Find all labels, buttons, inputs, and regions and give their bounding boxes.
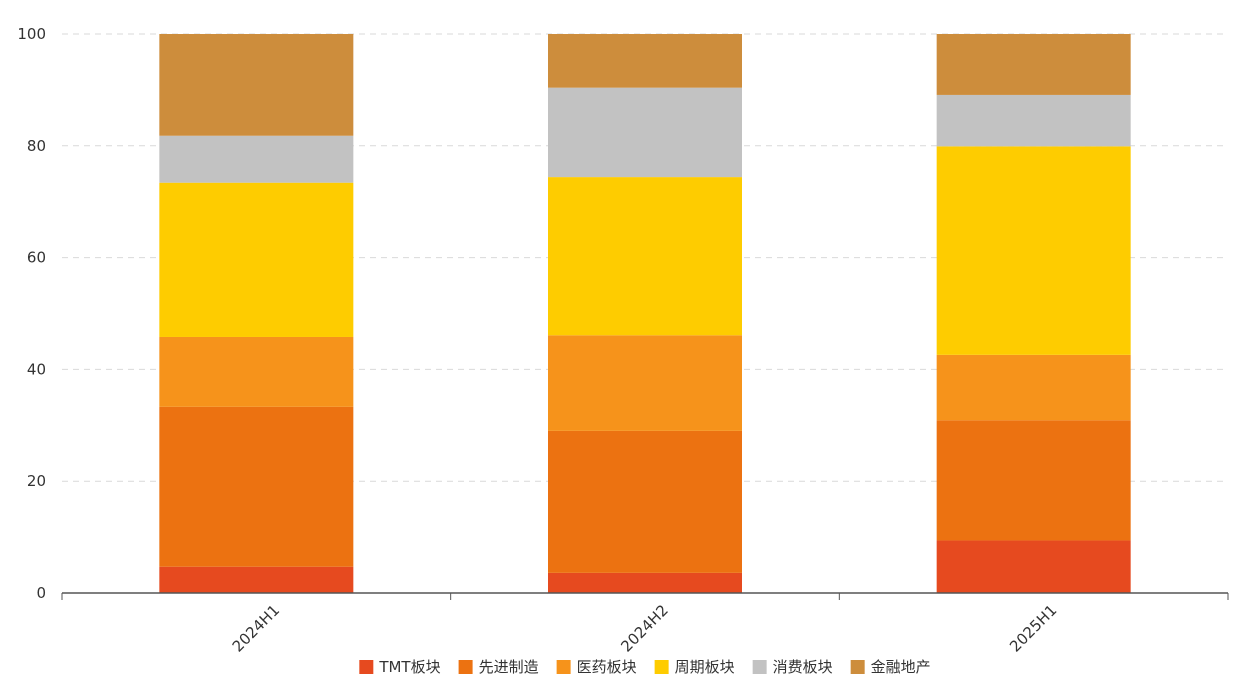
legend: TMT板块 先进制造 医药板块 周期板块 消费板块 金融地产: [359, 658, 931, 676]
bar-2024H2-series-1: [548, 430, 742, 573]
y-tick-label-60: 60: [27, 249, 46, 267]
bars: [159, 34, 1131, 593]
bar-2025H1-series-0: [936, 540, 1131, 593]
legend-item-5: 金融地产: [850, 658, 931, 676]
legend-swatch-4: [752, 660, 767, 674]
bar-2025H1-series-5: [936, 34, 1131, 95]
bar-2024H2-series-0: [548, 572, 742, 593]
bar-2024H1-series-3: [159, 182, 354, 337]
legend-label-2: 医药板块: [577, 658, 637, 676]
y-tick-label-20: 20: [27, 472, 46, 490]
bar-2025H1-series-2: [936, 354, 1131, 421]
legend-label-1: 先进制造: [479, 658, 539, 676]
bar-2024H2-series-4: [548, 87, 742, 178]
y-tick-label-100: 100: [17, 25, 46, 43]
legend-swatch-0: [359, 660, 374, 674]
x-tick-label-2024H2: 2024H2: [617, 601, 671, 655]
legend-label-4: 消费板块: [773, 658, 833, 676]
bar-2024H1-series-1: [159, 406, 354, 567]
legend-label-5: 金融地产: [871, 658, 931, 676]
bar-2024H1-series-0: [159, 566, 354, 593]
legend-swatch-3: [654, 660, 669, 674]
bar-2024H2-series-3: [548, 177, 742, 336]
bar-2024H2-series-5: [548, 34, 742, 88]
legend-item-3: 周期板块: [654, 658, 735, 676]
y-tick-label-80: 80: [27, 137, 46, 155]
legend-item-2: 医药板块: [556, 658, 637, 676]
legend-item-0: TMT板块: [359, 658, 441, 676]
bar-2024H1-series-5: [159, 34, 354, 136]
bar-2024H1-series-2: [159, 336, 354, 407]
legend-swatch-1: [458, 660, 473, 674]
bar-2024H1-series-4: [159, 135, 354, 183]
bar-2025H1-series-3: [936, 146, 1131, 355]
legend-label-0: TMT板块: [378, 658, 440, 676]
x-tick-label-2025H1: 2025H1: [1006, 601, 1060, 655]
legend-swatch-2: [556, 660, 571, 674]
bar-2025H1-series-4: [936, 94, 1131, 147]
y-tick-label-0: 0: [36, 584, 46, 602]
y-tick-label-40: 40: [27, 360, 46, 378]
legend-label-3: 周期板块: [675, 658, 735, 676]
legend-item-1: 先进制造: [458, 658, 539, 676]
legend-swatch-5: [850, 660, 865, 674]
bar-2025H1-series-1: [936, 420, 1131, 541]
legend-item-4: 消费板块: [752, 658, 833, 676]
x-tick-label-2024H1: 2024H1: [229, 601, 283, 655]
bar-2024H2-series-2: [548, 335, 742, 431]
